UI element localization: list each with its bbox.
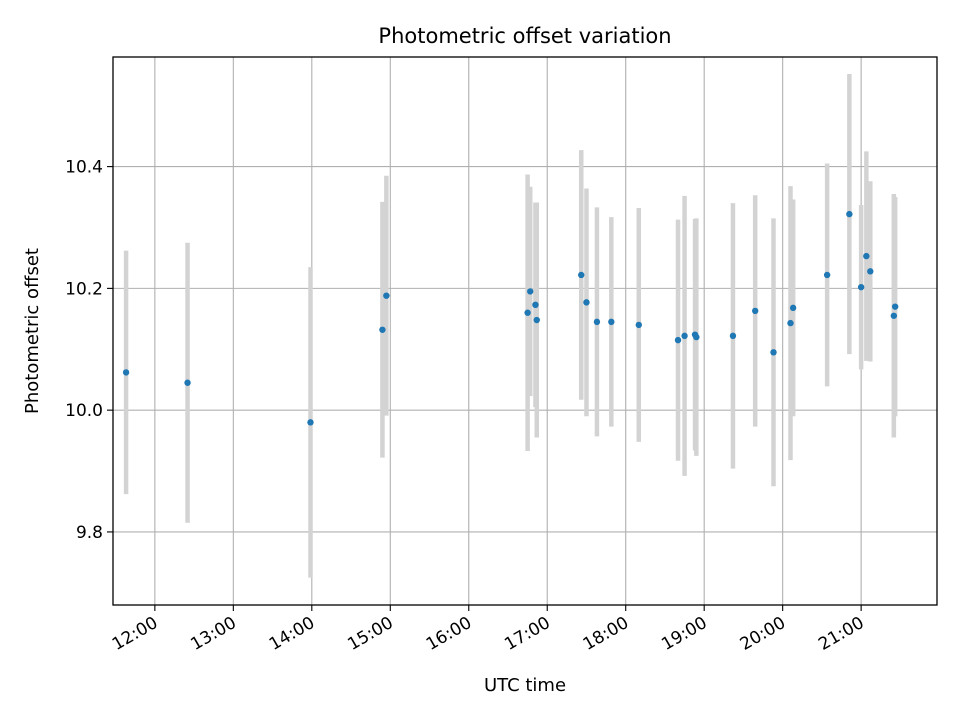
y-axis-label: Photometric offset <box>22 248 43 414</box>
data-point <box>681 332 688 340</box>
data-point <box>863 252 870 260</box>
data-point <box>787 319 794 327</box>
data-point <box>184 379 191 386</box>
y-tick-label: 10.4 <box>65 158 103 178</box>
data-point <box>532 301 539 309</box>
data-point <box>608 318 615 326</box>
grid <box>113 57 937 605</box>
data-point <box>635 321 642 329</box>
data-point <box>770 349 777 356</box>
x-axis-label: UTC time <box>484 675 566 696</box>
data-point <box>857 283 865 291</box>
data-points <box>122 210 899 426</box>
data-point <box>593 318 601 326</box>
data-point <box>383 292 390 299</box>
chart-title: Photometric offset variation <box>378 24 671 48</box>
data-point <box>578 271 585 279</box>
y-tick-label: 9.8 <box>76 523 103 543</box>
data-point <box>524 309 531 316</box>
y-axis-ticks: 9.8 10.0 10.2 10.4 <box>65 158 113 543</box>
data-point <box>533 316 540 324</box>
data-point <box>379 326 386 333</box>
data-point <box>846 210 853 218</box>
data-point <box>867 268 874 275</box>
data-point <box>751 307 759 315</box>
plot-frame <box>112 56 938 606</box>
data-point <box>527 288 534 295</box>
data-point <box>823 271 831 279</box>
y-tick-label: 10.0 <box>65 401 103 421</box>
data-point <box>674 336 682 344</box>
data-point <box>890 312 898 319</box>
data-point <box>891 303 899 310</box>
data-point <box>307 419 314 426</box>
data-point <box>583 299 590 306</box>
data-point <box>729 332 737 340</box>
y-tick-label: 10.2 <box>65 279 103 299</box>
data-point <box>122 369 130 376</box>
data-point <box>789 304 797 312</box>
data-point <box>693 333 700 341</box>
